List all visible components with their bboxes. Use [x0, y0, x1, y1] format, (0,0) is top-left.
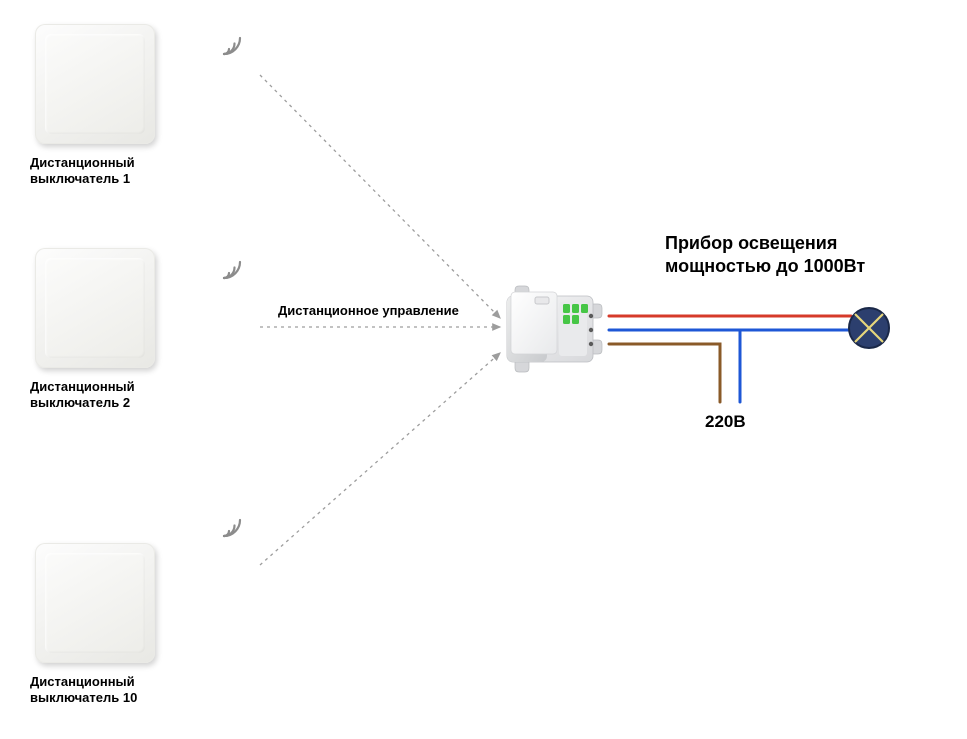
diagram-canvas: Дистанционный выключатель 1 Дистанционны…: [0, 0, 967, 739]
remote-switch-10: [35, 543, 155, 663]
wifi-icon: [218, 32, 246, 60]
wifi-icon: [218, 514, 246, 542]
wires: [609, 316, 851, 402]
text-line: Дистанционный: [30, 379, 135, 394]
remote-switch-2: [35, 248, 155, 368]
wifi-icon: [218, 256, 246, 284]
remote-switch-10-label: Дистанционный выключатель 10: [30, 674, 180, 707]
receiver-module: [495, 284, 610, 379]
remote-switch-1: [35, 24, 155, 144]
remote-switch-2-label: Дистанционный выключатель 2: [30, 379, 180, 412]
text-line: выключатель 10: [30, 690, 137, 705]
text-line: Прибор освещения: [665, 233, 837, 253]
text-line: выключатель 2: [30, 395, 130, 410]
voltage-label: 220В: [705, 412, 746, 432]
device-title: Прибор освещения мощностью до 1000Вт: [665, 232, 865, 279]
text-line: мощностью до 1000Вт: [665, 256, 865, 276]
remote-switch-1-label: Дистанционный выключатель 1: [30, 155, 180, 188]
control-label: Дистанционное управление: [278, 303, 459, 318]
text-line: Дистанционный: [30, 155, 135, 170]
control-lines: [260, 75, 500, 565]
lamp-symbol: [849, 308, 889, 348]
text-line: выключатель 1: [30, 171, 130, 186]
text-line: Дистанционный: [30, 674, 135, 689]
